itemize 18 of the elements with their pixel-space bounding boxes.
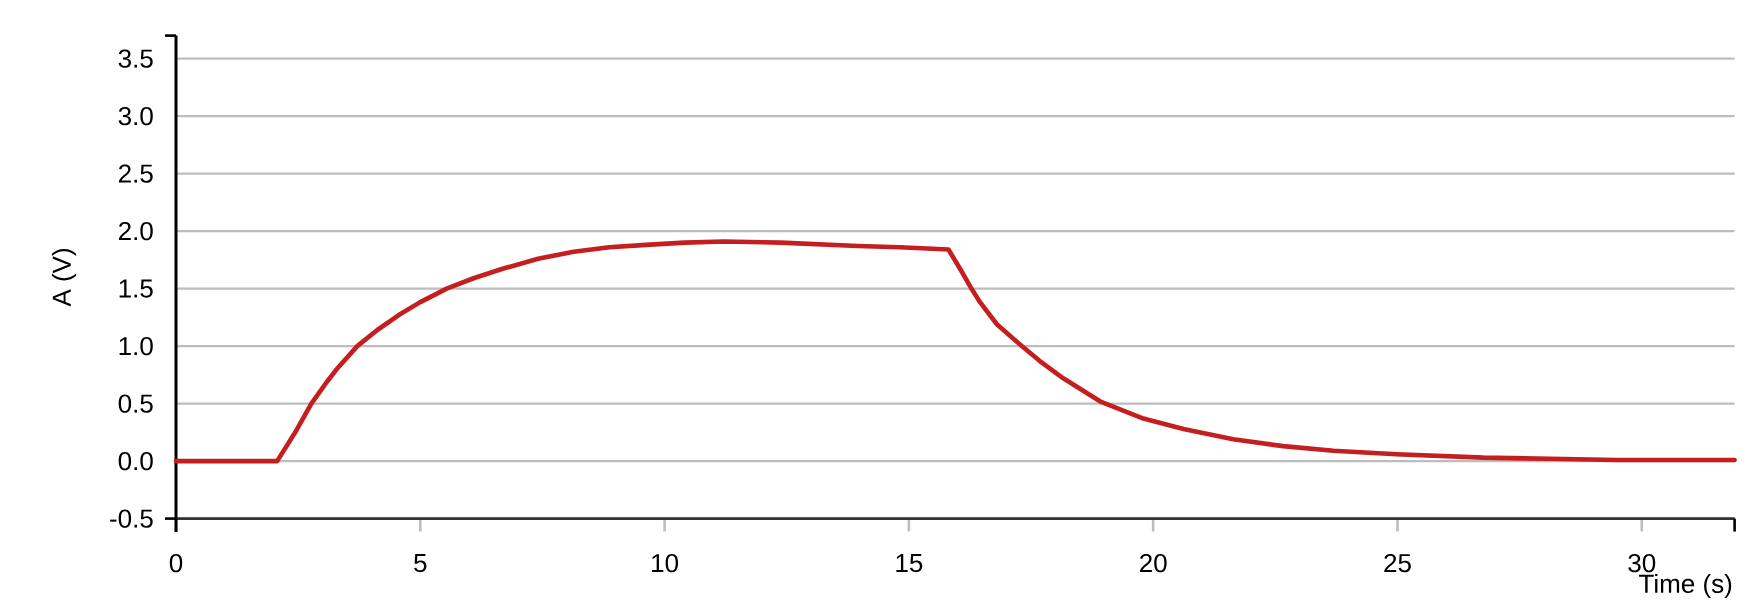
y-tick-label: 3.0 <box>118 106 153 126</box>
x-tick-label: 25 <box>1384 553 1411 573</box>
y-tick-label: 1.0 <box>119 336 153 356</box>
y-tick-label: 3.5 <box>118 49 153 68</box>
y-tick-label: 0.0 <box>118 451 153 471</box>
y-tick-label: -0.5 <box>110 509 153 528</box>
x-tick-label: 30 <box>1628 553 1656 573</box>
y-tick-label: 1.5 <box>119 279 153 298</box>
y-tick-label: 2.5 <box>118 164 153 183</box>
x-tick-label: 15 <box>896 554 923 573</box>
x-tick-label: 0 <box>169 553 183 573</box>
x-tick-label: 5 <box>414 554 427 573</box>
y-axis-title: A (V) <box>51 249 77 307</box>
x-tick-label: 20 <box>1140 553 1167 573</box>
x-tick-label: 10 <box>652 553 679 573</box>
y-tick-label: 2.0 <box>118 221 153 241</box>
y-tick-label: 0.5 <box>118 394 153 413</box>
x-axis-title: Time (s) <box>1639 573 1732 599</box>
